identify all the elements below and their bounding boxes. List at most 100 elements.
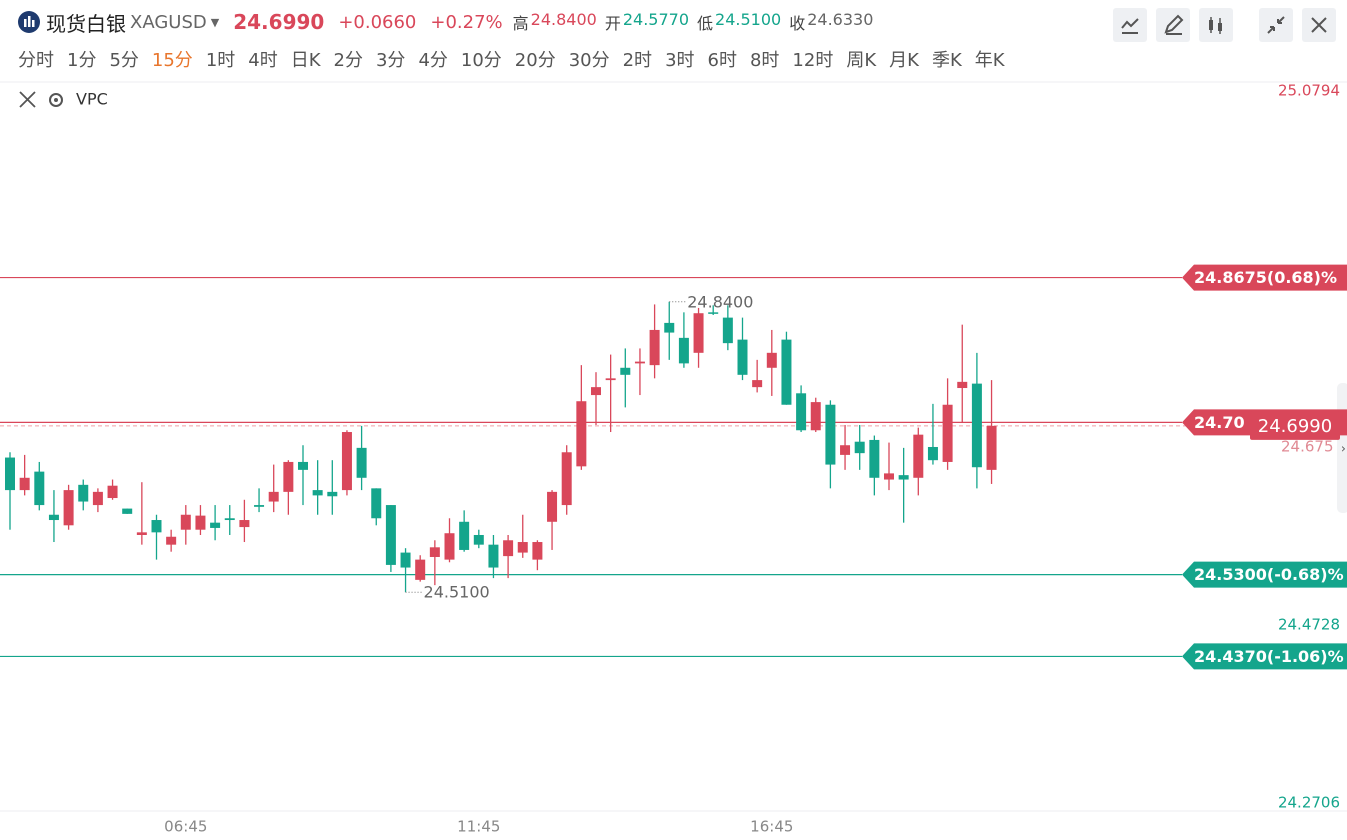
y-tick-label: 24.4728 (1278, 615, 1340, 633)
close-button[interactable] (1302, 8, 1336, 42)
name: 现货白银 (46, 11, 126, 36)
candle-body (766, 352, 777, 368)
timeframe[interactable]: 周K (846, 50, 877, 71)
candle-body (503, 540, 514, 557)
candle-body (415, 559, 426, 580)
candle-body (752, 380, 763, 388)
change: +0.0660 (338, 11, 417, 33)
candle-body (78, 484, 89, 502)
candle-body (210, 522, 221, 528)
timeframe[interactable]: 2时 (622, 50, 653, 71)
candle-body (356, 447, 367, 478)
price-tag (1182, 409, 1347, 436)
candle-body (92, 491, 103, 506)
timeframe[interactable]: 6时 (707, 50, 737, 71)
dropdown[interactable]: ▼ (210, 15, 220, 29)
indicator-settings[interactable] (49, 93, 63, 107)
timeframe[interactable]: 3时 (665, 50, 695, 71)
candle-body (180, 514, 191, 530)
timeframe[interactable]: 10分 (460, 50, 502, 71)
icon (1121, 18, 1139, 34)
candle-body (634, 361, 645, 364)
price-tag (1182, 643, 1347, 670)
candle-body (884, 473, 894, 480)
timeframe[interactable]: 年K (974, 50, 1005, 71)
scroll-arrow: › (1341, 442, 1346, 456)
tool-button[interactable] (1156, 8, 1190, 42)
candle-body (561, 452, 572, 506)
timeframe[interactable]: 12时 (792, 50, 834, 71)
candle-body (810, 402, 821, 431)
candle-body (957, 381, 968, 389)
stat-value: 24.8400 (530, 10, 597, 29)
indicator-settings-dot (54, 98, 58, 102)
timeframe[interactable]: 4分 (418, 50, 448, 71)
candle-body (547, 491, 558, 522)
candle-body (693, 313, 704, 353)
x-tick-label: 16:45 (750, 818, 793, 836)
tool-button[interactable] (1113, 8, 1147, 42)
current-price-tag (1250, 411, 1340, 440)
timeframe[interactable]: 20分 (514, 50, 556, 71)
x-tick-label: 06:45 (164, 818, 207, 836)
candle-body (48, 514, 59, 521)
candle-body (224, 518, 235, 521)
candle-body (898, 475, 909, 480)
candle-body (913, 434, 924, 478)
tool-button[interactable] (1259, 8, 1293, 42)
candle-body (341, 432, 352, 491)
candle-body (649, 329, 660, 366)
stat-label: 开 (604, 14, 621, 33)
candle-body (971, 383, 982, 468)
candle-body (400, 552, 411, 568)
candle-body (327, 491, 338, 497)
candle-body (254, 505, 265, 507)
candle-body (942, 404, 953, 462)
timeframe[interactable]: 1分 (67, 50, 97, 71)
timeframe[interactable]: 2分 (333, 50, 363, 71)
header: 现货白银 XAGUSD ▼ 24.6990 +0.0660 +0.27% 高 24… (0, 0, 1347, 44)
timeframe[interactable]: 3分 (375, 50, 406, 71)
candle-body (854, 441, 865, 454)
indicator-close[interactable] (19, 91, 36, 108)
candle-body (532, 542, 543, 560)
high-label: 24.8400 (687, 292, 753, 311)
timeframe[interactable]: 30分 (568, 50, 610, 71)
low-label: 24.5100 (424, 583, 490, 602)
candle-body (722, 317, 733, 344)
timeframe[interactable]: 4时 (248, 50, 278, 71)
candle-body (517, 542, 528, 553)
timeframe[interactable]: 月K (889, 50, 919, 71)
candle-body (107, 485, 118, 499)
price-tag (1182, 561, 1347, 588)
timeframe[interactable]: 5分 (109, 50, 139, 71)
candle-body (429, 547, 440, 557)
candle-body (239, 520, 250, 528)
tool-button[interactable] (1199, 8, 1233, 42)
candle-body (371, 488, 382, 519)
scroll-handle[interactable] (1337, 383, 1347, 513)
timeframe[interactable]: 1时 (205, 50, 236, 71)
stat-value: 24.5100 (715, 10, 782, 29)
candle-body (708, 312, 719, 314)
timeframe[interactable]: 分时 (18, 50, 54, 71)
icon (1267, 16, 1285, 34)
candle-body (122, 508, 133, 514)
symbol[interactable]: XAGUSD (130, 11, 207, 33)
candle-body (444, 533, 455, 560)
timeframe[interactable]: 15分 (151, 50, 193, 71)
candle-body (298, 461, 308, 470)
candle-body (576, 401, 587, 467)
candle-body (840, 445, 851, 455)
timeframe[interactable]: 日K (290, 50, 321, 71)
candle-body (195, 515, 206, 530)
logo (18, 11, 40, 33)
icon (1209, 17, 1222, 34)
candle-body (312, 490, 323, 496)
candle-body (19, 477, 30, 491)
candle-body (678, 337, 689, 364)
timeframe[interactable]: 季K (931, 50, 962, 71)
timeframe[interactable]: 8时 (749, 50, 780, 71)
